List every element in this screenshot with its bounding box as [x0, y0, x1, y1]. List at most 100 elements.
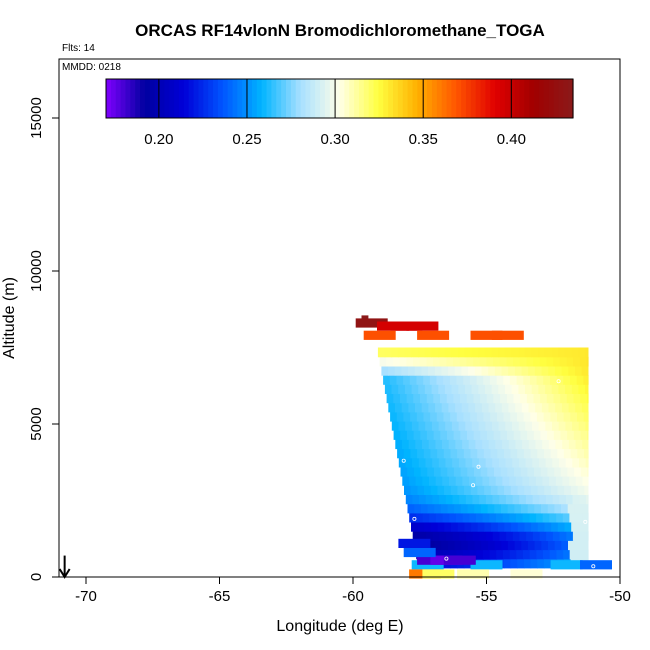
heatmap-cell [486, 356, 494, 367]
heatmap-cell [508, 365, 516, 376]
heatmap-cell [514, 503, 522, 514]
heatmap-cell [406, 356, 414, 367]
colorbar-segment [383, 79, 389, 118]
heatmap-cell [444, 485, 452, 495]
heatmap-cell [437, 448, 445, 459]
heatmap-cell [421, 365, 429, 376]
heatmap-cell [454, 503, 462, 514]
heatmap-cell [417, 448, 425, 459]
heatmap-cell [509, 549, 517, 560]
colorbar-segment [504, 79, 511, 118]
colorbar-segment [281, 79, 287, 118]
heatmap-cell [426, 531, 434, 541]
heatmap-cell [411, 347, 419, 358]
date-label: MMDD: 0218 [62, 62, 121, 73]
heatmap-cell [557, 485, 565, 495]
heatmap-cell [420, 430, 428, 440]
heatmap-cell [544, 521, 552, 532]
heatmap-cell [491, 330, 524, 340]
colorbar-segment [461, 79, 467, 118]
heatmap-cell [587, 430, 589, 440]
heatmap-cell [522, 512, 530, 523]
heatmap-cell [543, 375, 551, 385]
heatmap-cell [397, 347, 406, 358]
heatmap-cell [587, 466, 589, 477]
heatmap-cell [402, 439, 410, 450]
heatmap-cell [505, 494, 514, 505]
heatmap-cell [539, 494, 547, 505]
heatmap-cell [406, 393, 414, 404]
heatmap-cell [526, 531, 534, 541]
sample-point [412, 516, 417, 521]
heatmap-cell [542, 439, 550, 450]
heatmap-cell [411, 420, 420, 431]
heatmap-cell [513, 430, 521, 440]
heatmap-cell [563, 411, 571, 422]
colorbar-segment [144, 79, 151, 118]
colorbar-segment [188, 79, 195, 118]
heatmap-cell [454, 365, 463, 376]
heatmap-cell [547, 430, 555, 440]
heatmap-cell [550, 448, 558, 459]
heatmap-cell [567, 466, 575, 477]
heatmap-cell [437, 521, 445, 532]
heatmap-cell [447, 430, 455, 440]
heatmap-cell [403, 547, 436, 558]
heatmap-cell [538, 384, 546, 394]
heatmap-cell [467, 430, 475, 440]
heatmap-cell [449, 375, 458, 385]
heatmap-cell [505, 384, 513, 394]
heatmap-cell [532, 457, 540, 468]
heatmap-cell [571, 521, 579, 532]
heatmap-cell [414, 503, 422, 514]
heatmap-cell [569, 512, 577, 523]
colorbar-segment [222, 79, 229, 118]
heatmap-cell [494, 503, 502, 514]
heatmap-cell [572, 531, 581, 541]
heatmap-cell [510, 448, 518, 459]
heatmap-cell [520, 393, 528, 404]
heatmap-cell [548, 540, 556, 551]
colorbar-segment [388, 79, 394, 118]
heatmap-cell [514, 365, 523, 376]
heatmap-cell [468, 439, 476, 450]
colorbar-tick-label: 0.35 [409, 131, 438, 148]
heatmap-cell [531, 384, 539, 394]
colorbar-segment [534, 79, 540, 118]
heatmap-cell [442, 512, 450, 523]
colorbar-segment [329, 79, 336, 118]
heatmap-cell [440, 393, 448, 404]
heatmap-cell [468, 402, 476, 413]
heatmap-cell [534, 365, 543, 376]
heatmap-cell [391, 384, 399, 394]
heatmap-cell [556, 375, 564, 385]
heatmap-cell [562, 439, 570, 450]
heatmap-cell [508, 439, 517, 450]
heatmap-cell [541, 402, 550, 413]
heatmap-cell [559, 356, 568, 367]
colorbar-segment [110, 79, 117, 118]
colorbar-segment [290, 79, 297, 118]
colorbar-segment [271, 79, 277, 118]
heatmap-cell [505, 420, 513, 431]
heatmap-cell [498, 347, 506, 358]
heatmap-cell [481, 402, 490, 413]
heatmap-cell [538, 420, 546, 431]
colorbar-segment [543, 79, 550, 118]
heatmap-cell [457, 521, 465, 532]
heatmap-cell [446, 393, 454, 404]
plot-frame [58, 58, 621, 578]
heatmap-cell [576, 512, 584, 523]
heatmap-cell [516, 549, 524, 560]
heatmap-cell [458, 347, 466, 358]
heatmap-cell [488, 439, 497, 450]
sample-point [401, 458, 406, 463]
heatmap-cell [499, 356, 508, 367]
heatmap-cell [528, 365, 536, 376]
heatmap-cell [564, 521, 572, 532]
sample-points [372, 351, 596, 569]
heatmap-cell [391, 347, 399, 358]
heatmap-cell [494, 466, 502, 477]
heatmap-cell [399, 356, 407, 367]
heatmap-cell [451, 384, 459, 394]
